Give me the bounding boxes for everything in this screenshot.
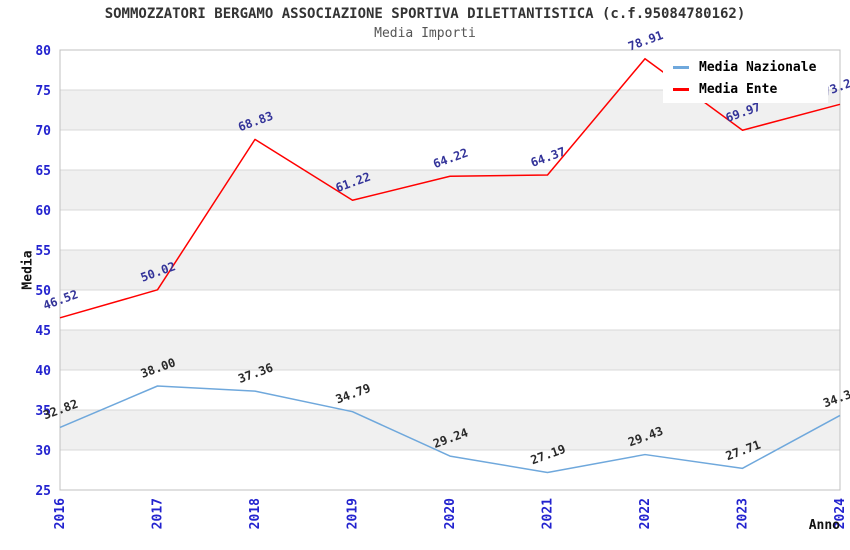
legend-item-media-nazionale: Media Nazionale	[673, 60, 816, 75]
y-tick-label: 60	[35, 204, 51, 219]
legend-label: Media Ente	[699, 82, 778, 97]
y-tick-label: 75	[35, 84, 51, 99]
x-tick-label: 2017	[151, 498, 166, 529]
chart-title: SOMMOZZATORI BERGAMO ASSOCIAZIONE SPORTI…	[104, 6, 746, 22]
line-swatch-media-nazionale-icon	[673, 66, 689, 69]
x-tick-label: 2023	[736, 498, 751, 529]
y-tick-label: 30	[35, 444, 51, 459]
legend-item-media-ente: Media Ente	[673, 82, 816, 97]
x-tick-label: 2022	[638, 498, 653, 529]
y-tick-label: 40	[35, 364, 51, 379]
y-tick-label: 35	[35, 404, 51, 419]
x-tick-label: 2020	[443, 498, 458, 529]
grid-band	[60, 290, 840, 330]
y-tick-label: 70	[35, 124, 51, 139]
grid-band	[60, 130, 840, 170]
chart-subtitle: Media Importi	[374, 26, 476, 41]
x-tick-label: 2016	[53, 498, 68, 529]
grid-band	[60, 250, 840, 290]
x-tick-label: 2021	[541, 498, 556, 529]
y-tick-label: 65	[35, 164, 51, 179]
line-swatch-media-ente-icon	[673, 88, 689, 91]
y-tick-label: 50	[35, 284, 51, 299]
grid-band	[60, 410, 840, 450]
x-tick-label: 2018	[248, 498, 263, 529]
y-tick-label: 55	[35, 244, 51, 259]
y-axis-title: Media	[20, 250, 36, 290]
x-tick-label: 2024	[833, 498, 848, 529]
grid-band	[60, 210, 840, 250]
y-tick-label: 25	[35, 484, 51, 499]
legend-label: Media Nazionale	[699, 60, 817, 75]
plot-frame	[59, 49, 841, 491]
y-tick-label: 45	[35, 324, 51, 339]
legend: Media Nazionale Media Ente	[663, 54, 829, 103]
x-axis-title: Anno	[808, 518, 840, 533]
grid-band	[60, 330, 840, 370]
y-tick-label: 80	[35, 44, 51, 59]
x-tick-label: 2019	[346, 498, 361, 529]
grid-band	[60, 370, 840, 410]
series-line-media-ente	[59, 57, 841, 319]
series-line-media-nazionale	[59, 385, 841, 474]
